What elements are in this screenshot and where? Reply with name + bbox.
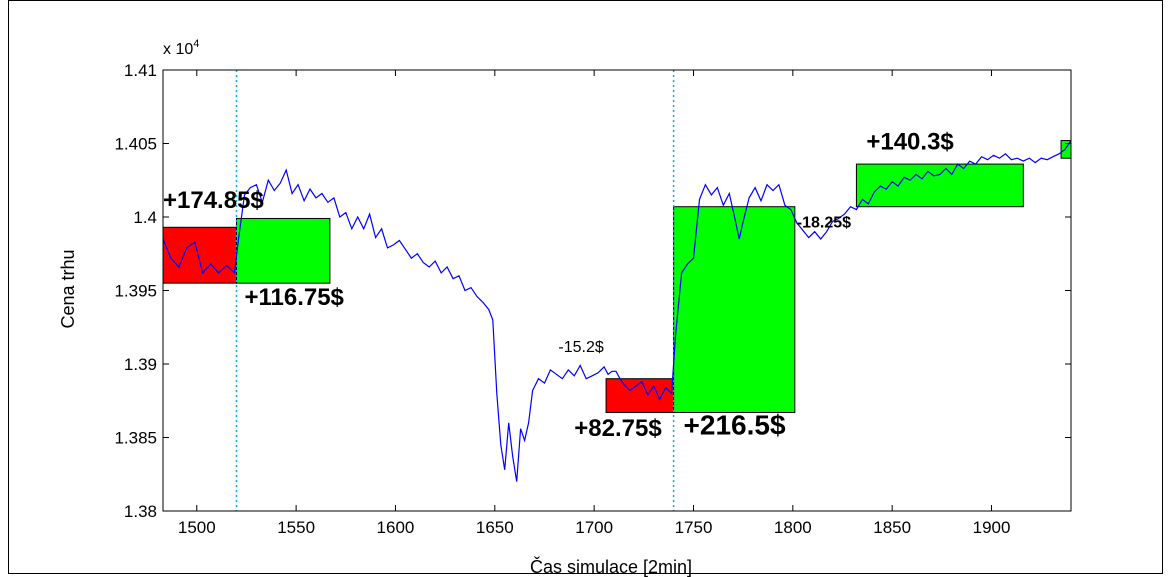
y-exponent-label: x 104 — [163, 38, 199, 58]
annotations: +174.85$ +116.75$ -15.2$ +82.75$ +216.5$ +140… — [163, 128, 954, 442]
x-ticks: 1500 1550 1600 1650 1700 1750 1800 1850 1900 — [178, 70, 1011, 537]
annotation-4: +82.75$ — [574, 415, 662, 442]
x-tick-label: 1600 — [377, 518, 415, 537]
annotation-5: +216.5$ — [684, 410, 786, 441]
annotation-1: +174.85$ — [163, 187, 264, 214]
annotation-3: -15.2$ — [558, 339, 603, 356]
y-tick-label: 1.395 — [114, 282, 157, 301]
price-line-1 — [162, 140, 1072, 482]
figure-frame — [8, 0, 1163, 574]
annotation-7: -18.25$ — [797, 214, 851, 231]
y-tick-label: 1.385 — [114, 429, 157, 448]
annotation-6: +140.3$ — [866, 128, 954, 155]
x-tick-label: 1500 — [178, 518, 216, 537]
price-line-group — [162, 140, 1072, 482]
x-axis-label: Čas simulace [2min] — [530, 556, 692, 577]
x-tick-label: 1900 — [973, 518, 1011, 537]
x-tick-label: 1800 — [774, 518, 812, 537]
y-tick-label: 1.39 — [124, 355, 157, 374]
trade-rect-5 — [855, 163, 1024, 208]
x-tick-label: 1650 — [476, 518, 514, 537]
y-tick-label: 1.4 — [133, 208, 157, 227]
y-axis-label: Cena trhu — [58, 249, 78, 328]
trade-rect-3 — [605, 378, 675, 414]
trade-rect-2 — [236, 217, 331, 284]
annotation-2: +116.75$ — [244, 284, 344, 311]
trade-rect-1 — [162, 226, 238, 284]
x-tick-label: 1850 — [873, 518, 911, 537]
y-tick-label: 1.405 — [114, 135, 157, 154]
x-tick-label: 1750 — [675, 518, 713, 537]
vertical-markers — [235, 70, 675, 511]
trade-rect-4 — [673, 206, 796, 414]
y-tick-label: 1.38 — [124, 502, 157, 521]
y-exponent-power: 4 — [193, 38, 199, 50]
y-tick-label: 1.41 — [124, 61, 157, 80]
x-tick-label: 1700 — [575, 518, 613, 537]
x-tick-label: 1550 — [277, 518, 315, 537]
y-ticks: 1.38 1.385 1.39 1.395 1.4 1.405 1.41 — [114, 61, 1071, 521]
trade-rectangles — [162, 140, 1072, 414]
